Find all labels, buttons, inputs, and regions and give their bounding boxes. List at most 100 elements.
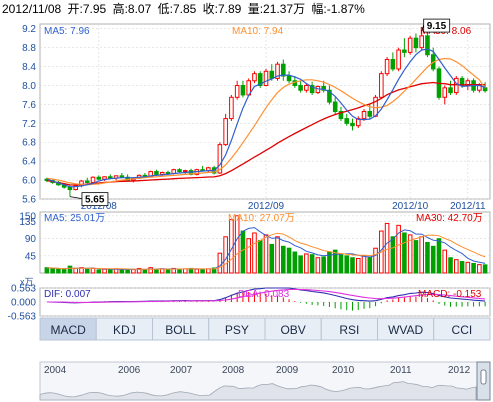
candle-body bbox=[298, 84, 303, 91]
candle-body bbox=[119, 175, 125, 178]
price-y-tick: 7.2 bbox=[22, 119, 36, 130]
candle-body bbox=[309, 84, 315, 94]
tab-label[interactable]: CCI bbox=[452, 323, 473, 337]
tab-obv[interactable]: OBV bbox=[264, 317, 322, 341]
volume-bar bbox=[413, 240, 419, 274]
tab-wvad[interactable]: WVAD bbox=[377, 317, 435, 341]
volume-bar bbox=[194, 268, 200, 274]
candle-body bbox=[90, 176, 96, 183]
volume-bar bbox=[257, 240, 263, 274]
tab-kdj[interactable]: KDJ bbox=[95, 317, 153, 341]
candlestick bbox=[413, 33, 419, 53]
candlestick bbox=[407, 35, 413, 55]
volume-bar bbox=[482, 264, 488, 274]
volume-bar bbox=[79, 267, 84, 274]
timeline-year-label: 2008 bbox=[222, 365, 245, 376]
volume-bar bbox=[67, 265, 73, 274]
volume-bar bbox=[396, 224, 401, 274]
candle-body bbox=[448, 87, 453, 94]
candlestick bbox=[281, 59, 286, 81]
volume-bar bbox=[73, 267, 79, 274]
volume-bar bbox=[373, 247, 378, 274]
volume-bar bbox=[275, 236, 280, 274]
candle-body bbox=[108, 176, 113, 179]
tab-macd[interactable]: MACD bbox=[39, 317, 97, 341]
tab-label[interactable]: RSI bbox=[339, 323, 359, 337]
volume-bar bbox=[298, 255, 303, 274]
tab-background[interactable] bbox=[433, 317, 491, 341]
candle-body bbox=[165, 172, 171, 175]
volume-label: 量: bbox=[248, 2, 263, 16]
tab-label[interactable]: KDJ bbox=[113, 323, 136, 337]
low-value: 7.85 bbox=[173, 2, 197, 16]
tab-cci[interactable]: CCI bbox=[433, 317, 491, 341]
volume-bar bbox=[327, 251, 332, 274]
macd-dea-label: DEA: 0.083 bbox=[238, 289, 290, 300]
volume-bar bbox=[332, 249, 338, 274]
candle-body bbox=[252, 73, 257, 82]
volume-ma5-label: MA5: 25.01万 bbox=[44, 213, 105, 224]
candle-body bbox=[263, 70, 269, 86]
price-y-tick: 6.0 bbox=[22, 176, 36, 187]
tab-boll[interactable]: BOLL bbox=[152, 317, 210, 341]
volume-bar bbox=[465, 261, 471, 274]
tab-label[interactable]: BOLL bbox=[165, 323, 196, 337]
candlestick bbox=[419, 31, 424, 51]
candlestick bbox=[275, 61, 280, 81]
volume-bar bbox=[419, 236, 424, 274]
candle-body bbox=[379, 73, 384, 98]
tab-label[interactable]: OBV bbox=[280, 323, 305, 337]
timeline-year-labels: 2004 2006 2007 2008 2009 2010 2011 2012 bbox=[44, 365, 471, 376]
tab-rsi[interactable]: RSI bbox=[320, 317, 378, 341]
candlestick bbox=[257, 71, 263, 88]
candlestick bbox=[154, 169, 159, 176]
volume-ma30-label: MA30: 42.70万 bbox=[416, 213, 483, 224]
candlestick bbox=[90, 176, 96, 184]
candlestick bbox=[355, 116, 361, 129]
volume-ma10-label: MA10: 27.07万 bbox=[228, 213, 295, 224]
price-y-tick: 8.8 bbox=[22, 43, 36, 54]
volume-bar bbox=[355, 258, 361, 274]
timeline-year-label: 2007 bbox=[170, 365, 193, 376]
tab-psy[interactable]: PSY bbox=[208, 317, 266, 341]
candlestick bbox=[350, 118, 355, 131]
volume-bar bbox=[384, 222, 390, 274]
candlestick bbox=[453, 76, 459, 95]
volume-bar bbox=[252, 232, 257, 274]
candle-body bbox=[177, 169, 182, 173]
candle-body bbox=[304, 84, 309, 91]
tab-label[interactable]: PSY bbox=[225, 323, 249, 337]
volume-y-tick: 150 bbox=[19, 211, 36, 222]
volume-bar bbox=[142, 269, 148, 274]
high-label: 高: bbox=[113, 1, 128, 16]
volume-bar bbox=[442, 249, 448, 274]
timeline-handle-grip[interactable] bbox=[480, 369, 487, 385]
tab-label[interactable]: MACD bbox=[50, 323, 86, 337]
price-ma5-label: MA5: 7.96 bbox=[44, 26, 90, 37]
timeline-year-label: 2009 bbox=[276, 365, 299, 376]
candlestick bbox=[442, 85, 448, 105]
volume-bar bbox=[315, 257, 321, 274]
low-price-callout-text: 5.65 bbox=[85, 195, 105, 206]
candle-body bbox=[390, 58, 396, 70]
candle-body bbox=[275, 63, 280, 79]
macd-y-tick: 0.563 bbox=[11, 284, 36, 295]
candle-body bbox=[182, 170, 188, 173]
volume-bar bbox=[136, 267, 142, 274]
volume-bar bbox=[119, 269, 125, 274]
timeline-year-label: 2011 bbox=[390, 365, 412, 376]
volume-bar bbox=[154, 268, 159, 274]
candlestick bbox=[298, 80, 303, 93]
candle-body bbox=[281, 63, 286, 77]
candle-body bbox=[257, 73, 263, 86]
candle-body bbox=[159, 172, 165, 175]
tab-label[interactable]: WVAD bbox=[388, 323, 423, 337]
price-x-tick: 2012/09 bbox=[248, 201, 285, 212]
candlestick bbox=[327, 85, 332, 105]
volume-bar bbox=[304, 253, 309, 274]
close-label: 收: bbox=[203, 2, 218, 16]
candlestick bbox=[338, 106, 344, 121]
candle-body bbox=[234, 84, 240, 98]
candlestick bbox=[252, 71, 257, 84]
